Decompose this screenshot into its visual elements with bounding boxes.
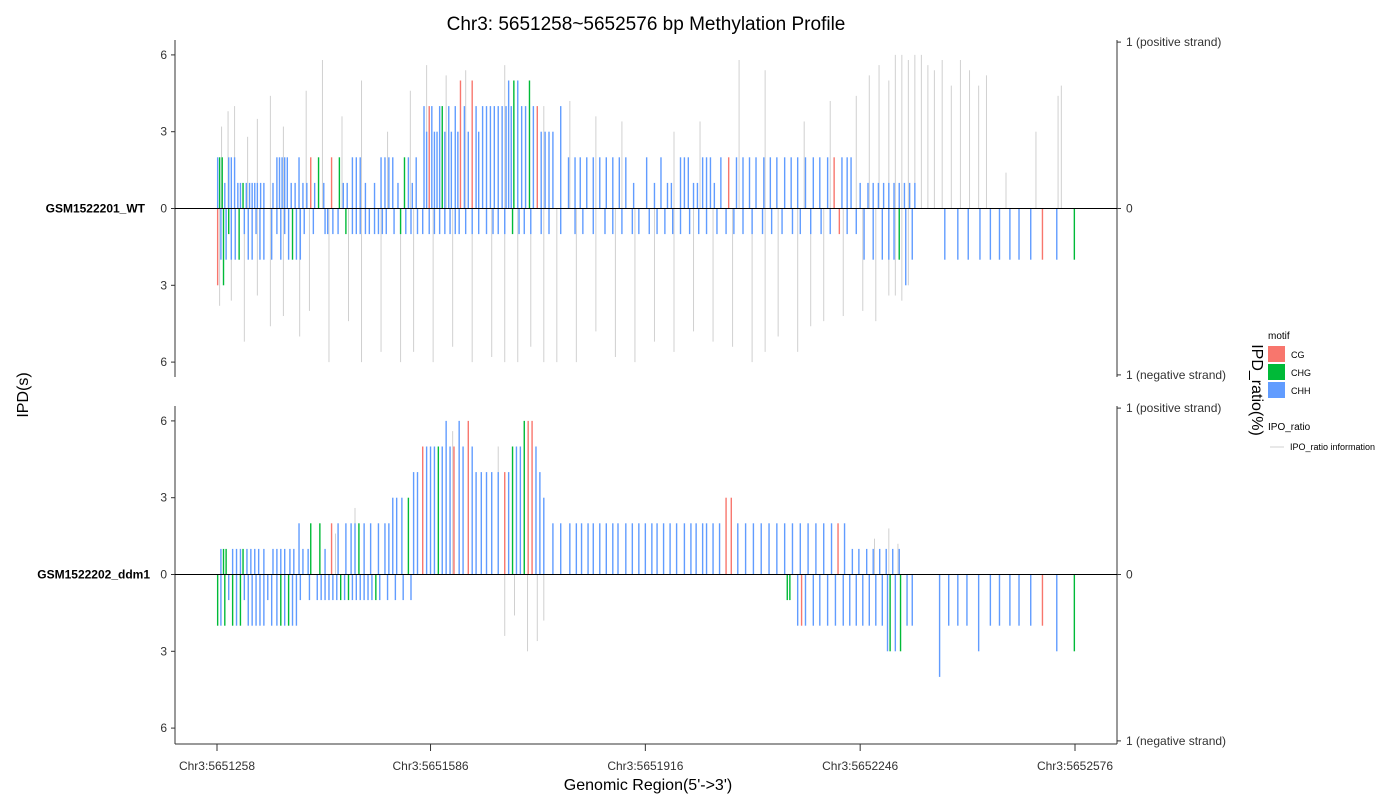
x-tick-label: Chr3:5651586 (392, 759, 468, 773)
panel-1: 6 3 0 3 6 1 (positive strand) 0 1 (negative str… (37, 401, 1226, 748)
panel-label: GSM1522202_ddm1 (37, 568, 150, 582)
x-tick-label: Chr3:5651258 (179, 759, 255, 773)
legend-ratio-title: IPO_ratio (1268, 422, 1311, 433)
legend-swatch-chg (1268, 364, 1285, 380)
y2-tick-label: 0 (1126, 568, 1133, 582)
legend-swatch-cg (1268, 346, 1285, 362)
y2-tick-label: 1 (negative strand) (1126, 734, 1226, 748)
panels: 6 3 0 3 6 1 (positive strand) 0 1 (negative str… (37, 35, 1226, 748)
y2-tick-label: 0 (1126, 202, 1133, 216)
y-axis-title: IPD(s) (15, 372, 32, 417)
y-tick-label: 0 (160, 202, 167, 216)
y2-axis-title: IPD_ratio(%) (1248, 344, 1265, 436)
y-tick-label: 6 (160, 355, 167, 369)
legend-motif-title: motif (1268, 331, 1290, 342)
x-axis-title: Genomic Region(5'->3') (564, 777, 732, 794)
legend: motif CG CHG CHH IPO_ratio IPO_ratio infor… (1268, 331, 1375, 452)
y2-tick-label: 1 (positive strand) (1126, 401, 1221, 415)
legend-label-cg: CG (1291, 350, 1305, 360)
y-tick-label: 6 (160, 721, 167, 735)
y-tick-label: 3 (160, 491, 167, 505)
legend-swatch-chh (1268, 382, 1285, 398)
x-tick-label: Chr3:5652576 (1037, 759, 1113, 773)
legend-ratio-label: IPO_ratio information (1290, 442, 1375, 452)
y-tick-label: 0 (160, 568, 167, 582)
y2-tick-label: 1 (negative strand) (1126, 368, 1226, 382)
panel-label: GSM1522201_WT (46, 202, 146, 216)
y-tick-label: 6 (160, 414, 167, 428)
y-tick-label: 3 (160, 125, 167, 139)
x-axis: Chr3:5651258 Chr3:5651586 Chr3:5651916 Chr3… (175, 743, 1117, 773)
y-tick-label: 3 (160, 644, 167, 658)
legend-motif-items: CG CHG CHH (1268, 346, 1311, 398)
y2-tick-label: 1 (positive strand) (1126, 35, 1221, 49)
x-tick-label: Chr3:5652246 (822, 759, 898, 773)
legend-label-chh: CHH (1291, 386, 1311, 396)
legend-label-chg: CHG (1291, 368, 1311, 378)
x-tick-label: Chr3:5651916 (607, 759, 683, 773)
y-tick-label: 3 (160, 278, 167, 292)
y-tick-label: 6 (160, 48, 167, 62)
panel-0: 6 3 0 3 6 1 (positive strand) 0 1 (negative str… (46, 35, 1226, 382)
chart-title: Chr3: 5651258~5652576 bp Methylation Pro… (447, 14, 846, 35)
